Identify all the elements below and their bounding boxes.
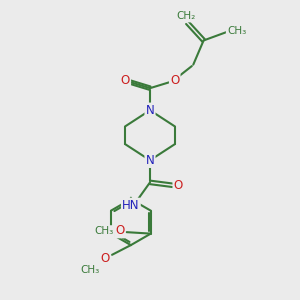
Text: CH₂: CH₂ bbox=[176, 11, 196, 21]
Text: O: O bbox=[174, 179, 183, 192]
Text: O: O bbox=[170, 74, 179, 87]
Text: =: = bbox=[175, 15, 184, 26]
Text: CH₃: CH₃ bbox=[94, 226, 113, 236]
Text: N: N bbox=[146, 154, 154, 167]
Text: O: O bbox=[100, 252, 110, 265]
Text: N: N bbox=[146, 104, 154, 117]
Text: CH₃: CH₃ bbox=[227, 26, 246, 36]
Text: HN: HN bbox=[122, 199, 140, 212]
Text: O: O bbox=[121, 74, 130, 87]
Text: CH₃: CH₃ bbox=[80, 265, 99, 275]
Text: O: O bbox=[115, 224, 124, 237]
